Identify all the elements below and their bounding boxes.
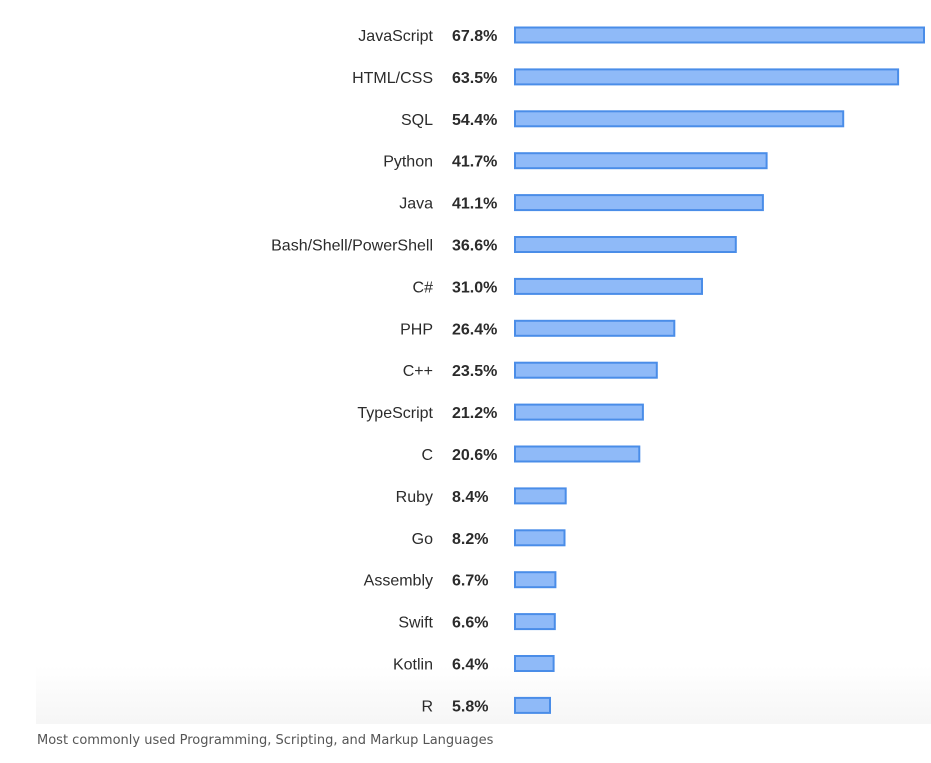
value-label-javascript: 67.8%	[452, 28, 497, 45]
category-label-assembly: Assembly	[364, 573, 433, 590]
bar-java	[514, 194, 764, 212]
category-label-go: Go	[412, 531, 433, 548]
bar-r	[514, 696, 551, 714]
bar-go	[514, 529, 566, 547]
value-label-go: 8.2%	[452, 531, 488, 548]
value-label-c: 20.6%	[452, 447, 497, 464]
category-label-c: C++	[403, 363, 433, 380]
chart-caption: Most commonly used Programming, Scriptin…	[37, 733, 494, 748]
category-label-javascript: JavaScript	[358, 28, 433, 45]
category-label-python: Python	[383, 154, 433, 171]
value-label-bash-shell-powershell: 36.6%	[452, 238, 497, 255]
value-label-python: 41.7%	[452, 154, 497, 171]
bar-php	[514, 319, 676, 337]
value-label-typescript: 21.2%	[452, 405, 497, 422]
bar-assembly	[514, 571, 557, 589]
bar-ruby	[514, 487, 567, 505]
category-label-ruby: Ruby	[396, 489, 433, 506]
category-label-r: R	[421, 698, 433, 715]
value-label-php: 26.4%	[452, 321, 497, 338]
value-label-ruby: 8.4%	[452, 489, 488, 506]
bar-bash-shell-powershell	[514, 236, 737, 253]
category-label-typescript: TypeScript	[357, 405, 433, 422]
category-label-c: C	[421, 447, 433, 464]
bar-kotlin	[514, 655, 555, 672]
bar-c	[514, 277, 703, 295]
bar-javascript	[514, 26, 925, 44]
bar-chart: JavaScript 67.8% HTML/CSS 63.5% SQL 54.4% Pyth…	[271, 26, 925, 715]
bar-c	[514, 445, 641, 463]
category-label-kotlin: Kotlin	[393, 657, 433, 674]
category-label-c: C#	[413, 279, 434, 296]
value-label-html-css: 63.5%	[452, 70, 497, 87]
value-label-kotlin: 6.4%	[452, 657, 488, 674]
category-label-bash-shell-powershell: Bash/Shell/PowerShell	[271, 238, 433, 255]
value-label-c: 31.0%	[452, 279, 497, 296]
value-label-r: 5.8%	[452, 698, 488, 715]
value-label-java: 41.1%	[452, 196, 497, 213]
bar-sql	[514, 110, 845, 128]
category-label-swift: Swift	[398, 615, 433, 632]
value-label-c: 23.5%	[452, 363, 497, 380]
bar-c	[514, 361, 658, 379]
category-label-html-css: HTML/CSS	[352, 70, 433, 87]
category-label-java: Java	[399, 196, 433, 213]
chart-panel: JavaScript 67.8% HTML/CSS 63.5% SQL 54.4% Pyth…	[36, 0, 931, 724]
bar-python	[514, 152, 768, 170]
value-label-swift: 6.6%	[452, 615, 488, 632]
value-label-assembly: 6.7%	[452, 573, 488, 590]
category-label-php: PHP	[400, 321, 433, 338]
bar-typescript	[514, 403, 644, 421]
bar-html-css	[514, 68, 900, 86]
category-label-sql: SQL	[401, 112, 433, 129]
bar-swift	[514, 613, 556, 631]
value-label-sql: 54.4%	[452, 112, 497, 129]
